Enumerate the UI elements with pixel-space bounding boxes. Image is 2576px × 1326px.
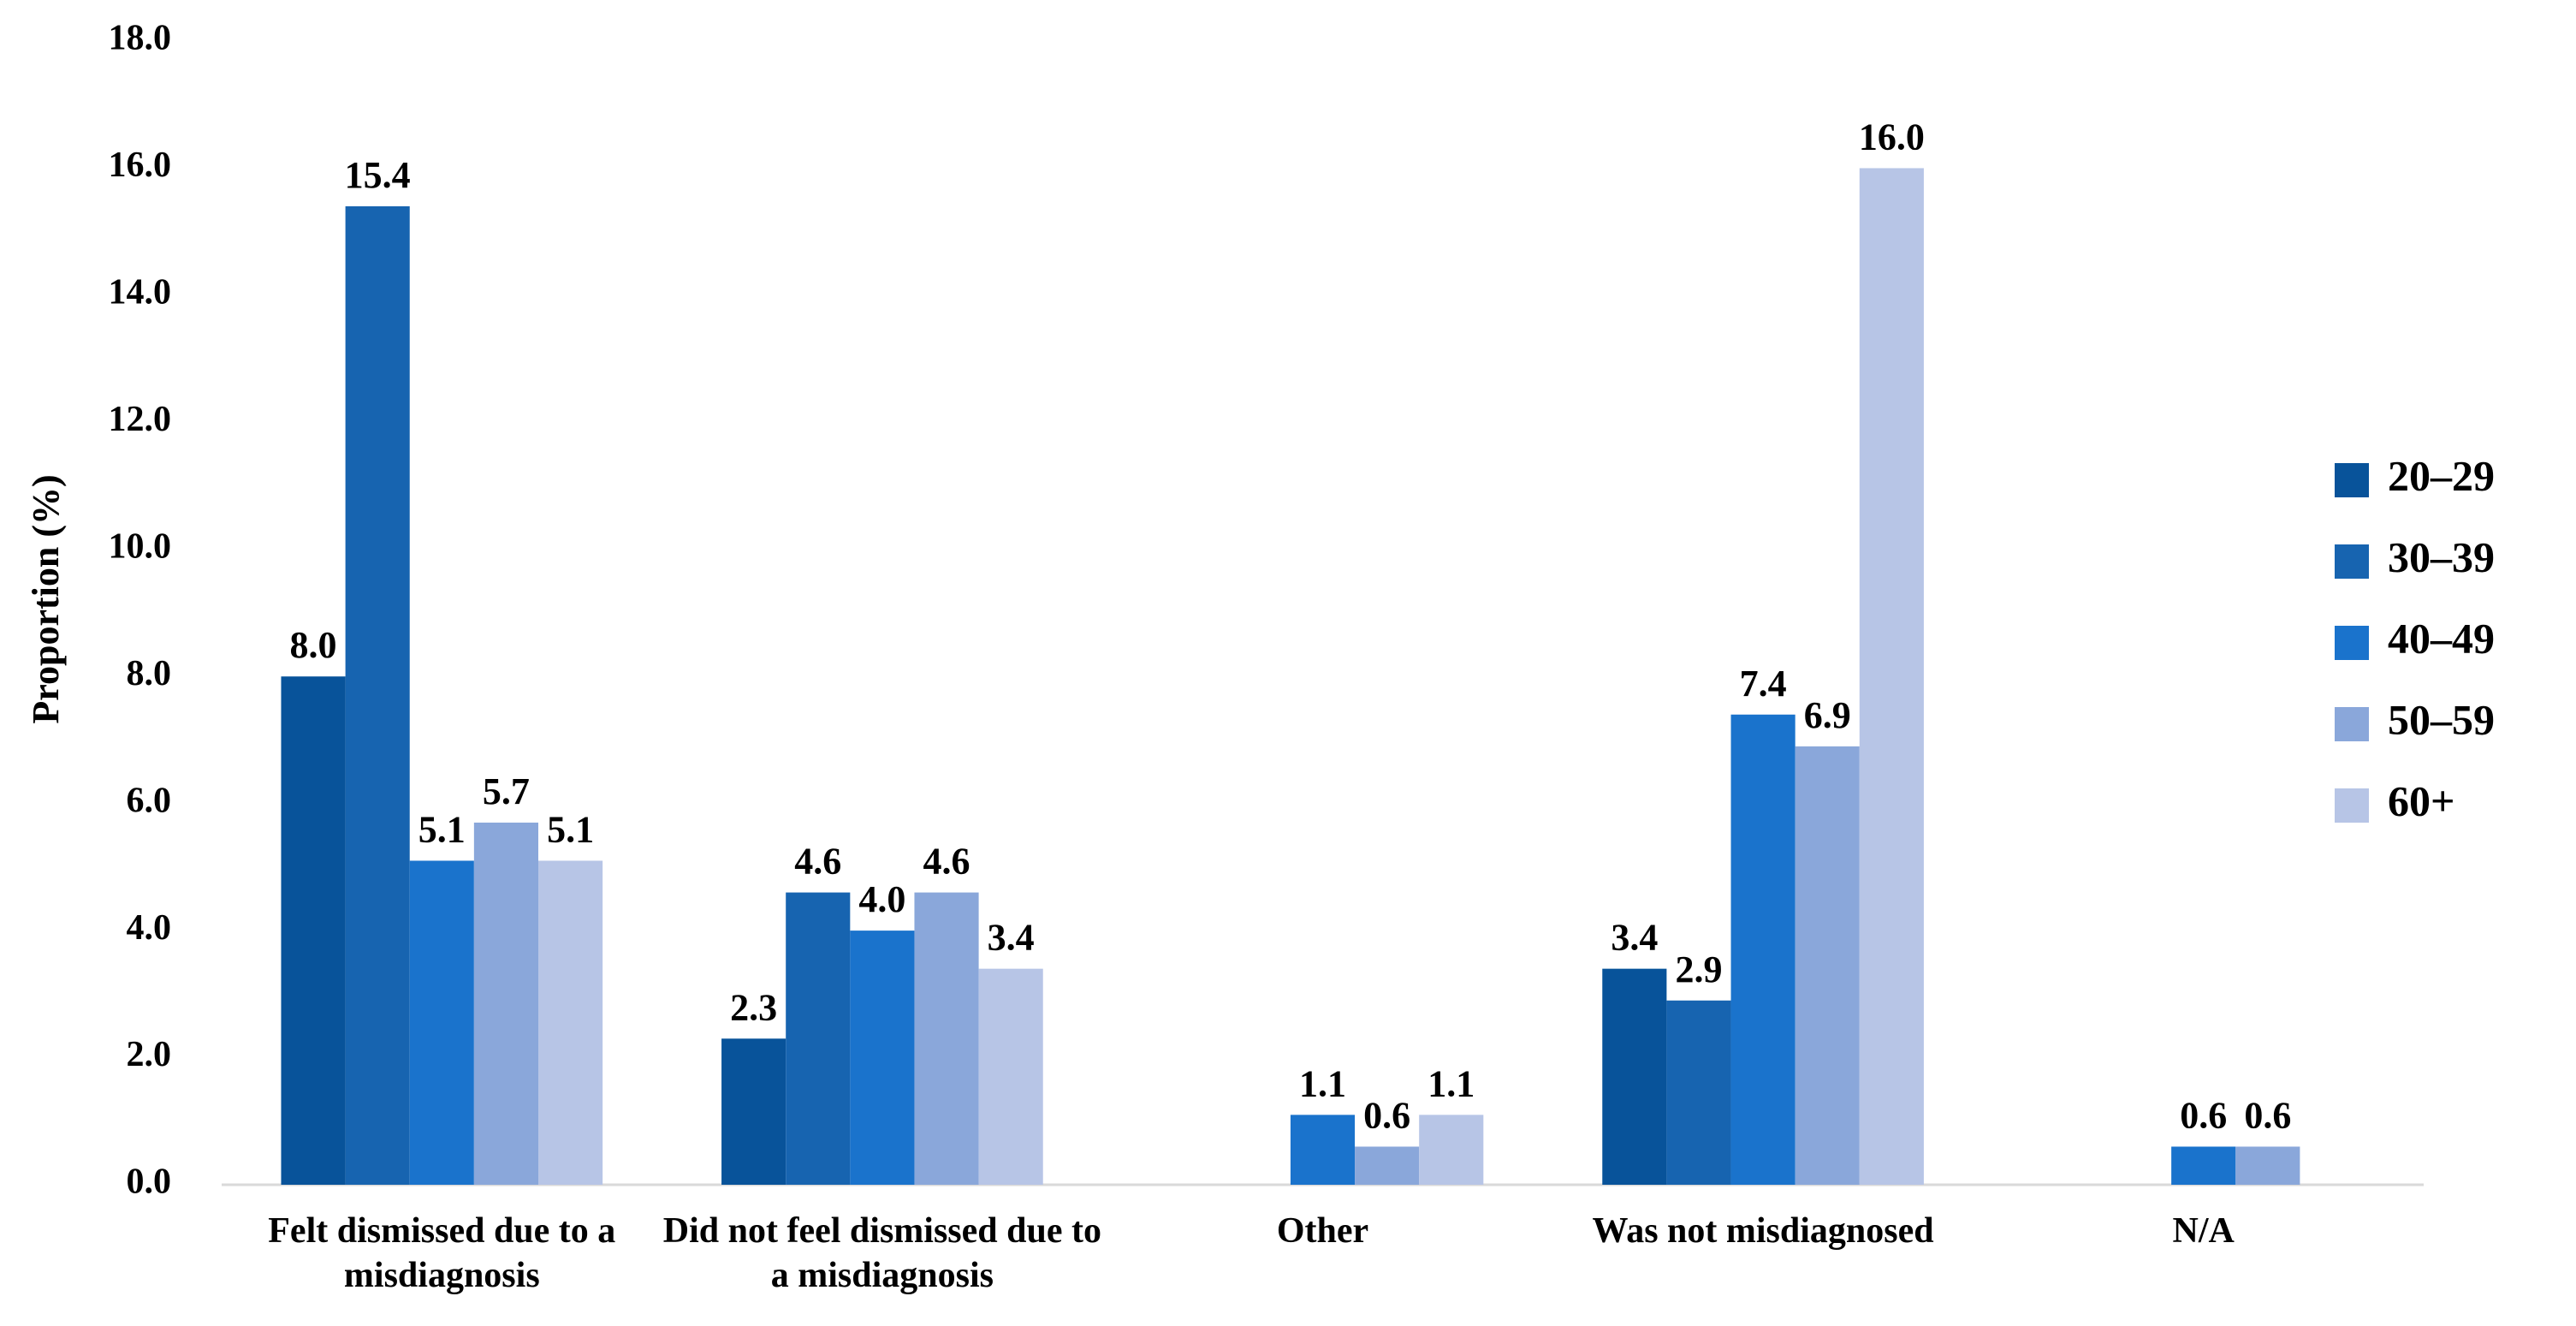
bar: [537, 860, 603, 1185]
legend-swatch: [2335, 707, 2369, 741]
bar: [721, 1038, 786, 1185]
value-label: 3.4: [1611, 917, 1658, 959]
y-tick-label: 10.0: [109, 526, 172, 566]
bar: [2171, 1146, 2236, 1185]
bar: [1859, 168, 1924, 1185]
y-tick-label: 12.0: [109, 400, 172, 439]
legend-swatch: [2335, 544, 2369, 579]
bar: [850, 931, 915, 1185]
x-tick-label: Felt dismissed due to a misdiagnosis: [268, 1211, 616, 1295]
bar: [2235, 1146, 2300, 1185]
bar: [914, 892, 979, 1185]
bar: [978, 968, 1043, 1185]
value-label: 0.6: [1363, 1094, 1410, 1136]
bar: [1730, 714, 1795, 1185]
legend-swatch: [2335, 626, 2369, 660]
bar: [1419, 1115, 1484, 1185]
bar: [1355, 1146, 1420, 1185]
value-label: 1.1: [1299, 1062, 1346, 1104]
y-tick-label: 16.0: [109, 146, 172, 185]
value-label: 2.3: [730, 986, 777, 1028]
legend-label: 50–59: [2388, 695, 2495, 743]
legend-swatch: [2335, 463, 2369, 497]
value-label: 16.0: [1859, 116, 1925, 158]
value-label: 3.4: [988, 917, 1035, 959]
bar: [786, 892, 851, 1185]
legend-label: 30–39: [2388, 532, 2495, 580]
x-tick-label: Other: [1276, 1211, 1369, 1251]
bar: [1602, 968, 1667, 1185]
y-tick-label: 14.0: [109, 273, 172, 312]
value-label: 0.6: [2244, 1094, 2291, 1136]
value-label: 7.4: [1740, 663, 1787, 705]
bar: [1290, 1115, 1356, 1185]
bar: [409, 860, 474, 1185]
legend-label: 20–29: [2388, 451, 2495, 499]
value-label: 8.0: [290, 624, 337, 666]
bar: [345, 205, 410, 1185]
value-label: 5.1: [418, 808, 466, 850]
x-tick-label: Was not misdiagnosed: [1592, 1211, 1934, 1251]
value-label: 5.7: [483, 770, 530, 812]
value-label: 2.9: [1675, 948, 1722, 990]
value-label: 1.1: [1427, 1062, 1475, 1104]
bar: [473, 822, 538, 1185]
legend-label: 60+: [2388, 776, 2455, 824]
y-tick-label: 8.0: [127, 654, 172, 693]
y-tick-label: 6.0: [127, 781, 172, 820]
value-label: 5.1: [547, 808, 594, 850]
value-label: 15.4: [345, 154, 411, 196]
x-tick-label: Did not feel dismissed due to a misdiagn…: [662, 1211, 1101, 1295]
value-label: 4.0: [858, 878, 905, 920]
y-tick-label: 2.0: [127, 1035, 172, 1074]
legend-swatch: [2335, 788, 2369, 823]
value-label: 4.6: [923, 841, 970, 883]
y-axis-label: Proportion (%): [25, 474, 67, 723]
bar: [1795, 746, 1860, 1185]
bar: [281, 676, 346, 1185]
y-tick-label: 18.0: [109, 19, 172, 58]
value-label: 6.9: [1804, 694, 1851, 736]
value-label: 0.6: [2180, 1094, 2227, 1136]
y-tick-label: 0.0: [127, 1162, 172, 1202]
y-tick-label: 4.0: [127, 908, 172, 948]
x-tick-label: N/A: [2172, 1211, 2235, 1251]
legend-label: 40–49: [2388, 614, 2495, 662]
value-label: 4.6: [794, 841, 841, 883]
bar: [1666, 1000, 1731, 1185]
